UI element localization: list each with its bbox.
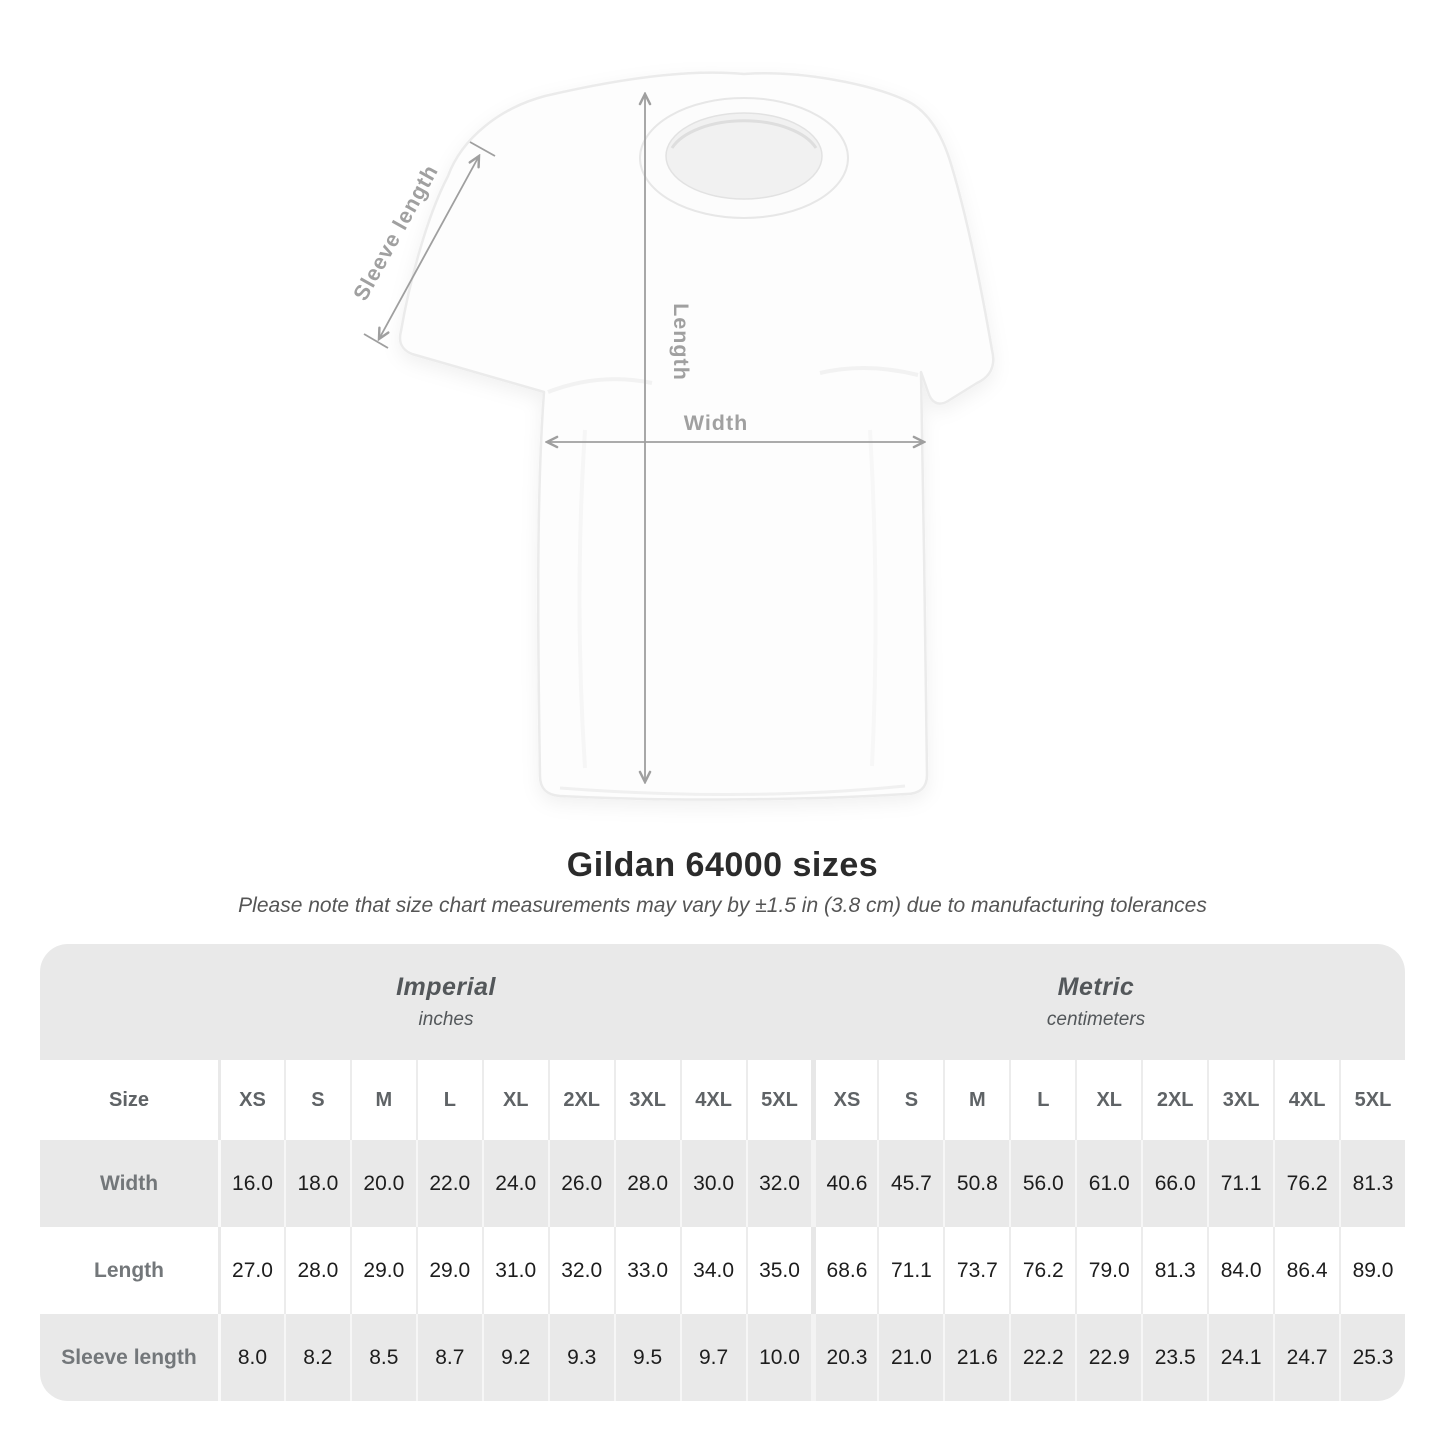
value-cell: 73.7 [943,1227,1009,1314]
value-cell: 34.0 [679,1227,746,1314]
size-header-cell: L [1009,1060,1075,1140]
value-cell: 9.2 [481,1314,548,1401]
value-cell: 71.1 [1207,1140,1273,1227]
value-cell: 22.0 [415,1140,482,1227]
metric-section-header: Metric centimeters [1047,944,1145,1060]
value-cell: 8.7 [415,1314,482,1401]
value-cell: 24.7 [1273,1314,1339,1401]
value-cell: 84.0 [1207,1227,1273,1314]
value-cell: 16.0 [218,1140,284,1227]
table-row: Length 27.0 28.0 29.0 29.0 31.0 32.0 33.0 34.0 35… [40,1227,1405,1314]
value-cell: 21.6 [943,1314,1009,1401]
value-cell: 76.2 [1009,1227,1075,1314]
row-label-cell: Width [99,1171,159,1195]
value-cell: 32.0 [745,1140,812,1227]
value-cell: 32.0 [547,1227,614,1314]
value-cell: 61.0 [1075,1140,1141,1227]
value-cell: 22.9 [1075,1314,1141,1401]
value-cell: 24.1 [1207,1314,1273,1401]
value-cell: 18.0 [283,1140,350,1227]
row-label-cell: Sleeve length [61,1345,197,1369]
size-header-cell: S [877,1060,943,1140]
length-label: Length [669,303,693,381]
value-cell: 9.3 [547,1314,614,1401]
value-cell: 33.0 [613,1227,680,1314]
value-cell: 50.8 [943,1140,1009,1227]
value-cell: 21.0 [877,1314,943,1401]
value-cell: 29.0 [415,1227,482,1314]
size-header-cell: 4XL [679,1060,746,1140]
value-cell: 66.0 [1141,1140,1207,1227]
size-tolerance-note: Please note that size chart measurements… [238,894,1207,917]
value-cell: 8.0 [218,1314,284,1401]
value-cell: 25.3 [1339,1314,1405,1401]
value-cell: 22.2 [1009,1314,1075,1401]
size-header-cell: 2XL [547,1060,614,1140]
size-header-cell: 4XL [1273,1060,1339,1140]
size-column-header: Size [108,1088,150,1111]
size-header-cell: 5XL [1339,1060,1405,1140]
value-cell: 35.0 [745,1227,812,1314]
size-header-cell: M [943,1060,1009,1140]
value-cell: 27.0 [218,1227,284,1314]
value-cell: 40.6 [811,1140,877,1227]
sleeve-arrow-top-tick [469,141,496,157]
sleeve-length-arrow [379,156,479,339]
size-header-cell: L [415,1060,482,1140]
value-cell: 31.0 [481,1227,548,1314]
value-cell: 20.3 [811,1314,877,1401]
tshirt-diagram: Sleeve length Length Width [349,71,995,801]
value-cell: 8.2 [283,1314,350,1401]
value-cell: 56.0 [1009,1140,1075,1227]
size-header-cell: XS [218,1060,284,1140]
value-cell: 8.5 [349,1314,416,1401]
value-cell: 79.0 [1075,1227,1141,1314]
metric-unit-label: centimeters [1046,1009,1146,1030]
size-header-cell: M [349,1060,416,1140]
value-cell: 71.1 [877,1227,943,1314]
value-cell: 24.0 [481,1140,548,1227]
value-cell: 26.0 [547,1140,614,1227]
imperial-section-header: Imperial inches [396,944,496,1060]
value-cell: 81.3 [1339,1140,1405,1227]
value-cell: 23.5 [1141,1314,1207,1401]
value-cell: 86.4 [1273,1227,1339,1314]
size-header-cell: 2XL [1141,1060,1207,1140]
sleeve-arrow-bottom-tick [363,333,389,349]
value-cell: 89.0 [1339,1227,1405,1314]
value-cell: 45.7 [877,1140,943,1227]
value-cell: 68.6 [811,1227,877,1314]
width-label: Width [684,411,749,435]
table-row: Width 16.0 18.0 20.0 22.0 24.0 26.0 28.0 30.0 32.… [40,1140,1405,1227]
value-cell: 9.5 [613,1314,680,1401]
size-header-cell: S [283,1060,350,1140]
value-cell: 29.0 [349,1227,416,1314]
value-cell: 10.0 [745,1314,812,1401]
value-cell: 20.0 [349,1140,416,1227]
size-header-cell: XS [811,1060,877,1140]
size-header-cell: XL [1075,1060,1141,1140]
imperial-unit-label: inches [418,1009,474,1030]
size-header-cell: XL [481,1060,548,1140]
tshirt-graphic [398,71,995,801]
value-cell: 28.0 [613,1140,680,1227]
row-label-cell: Length [94,1258,164,1282]
value-cell: 28.0 [283,1227,350,1314]
page-title: Gildan 64000 sizes [566,846,879,884]
size-table-grid: Size XS S M L XL 2XL 3XL 4XL 5XL XS S M L XL 2XL 3XL 4XL 5… [40,1060,1405,1401]
size-header-cell: 3XL [613,1060,680,1140]
size-table: Imperial inches Metric centimeters Size X… [40,944,1405,1401]
value-cell: 9.7 [679,1314,746,1401]
value-cell: 30.0 [679,1140,746,1227]
value-cell: 81.3 [1141,1227,1207,1314]
imperial-label: Imperial [396,973,496,1001]
size-header-cell: 3XL [1207,1060,1273,1140]
units-header: Imperial inches Metric centimeters [40,944,1405,1060]
table-row: Size XS S M L XL 2XL 3XL 4XL 5XL XS S M L XL 2XL 3XL 4XL 5… [40,1060,1405,1140]
table-row: Sleeve length 8.0 8.2 8.5 8.7 9.2 9.3 9.5 9.7 10.… [40,1314,1405,1401]
metric-label: Metric [1057,973,1135,1001]
value-cell: 76.2 [1273,1140,1339,1227]
size-header-cell: 5XL [745,1060,812,1140]
